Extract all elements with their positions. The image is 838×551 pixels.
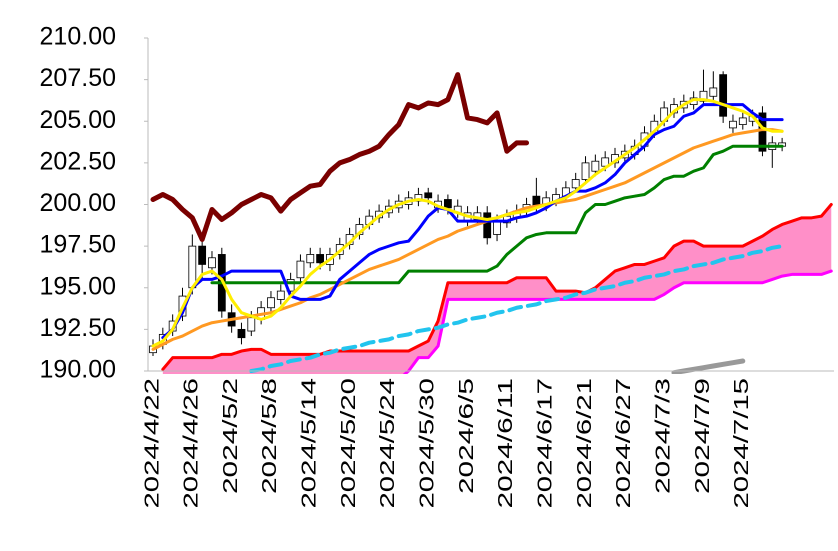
line — [151, 128, 784, 351]
candle-body — [493, 220, 501, 235]
cloud — [162, 204, 832, 374]
candle-body — [709, 87, 718, 97]
line — [150, 72, 530, 242]
candle-body — [276, 290, 285, 300]
y-tick-label: 205.00 — [40, 106, 116, 134]
candle-body — [414, 194, 423, 202]
y-tick-label: 192.50 — [40, 314, 116, 342]
candle-body — [729, 120, 737, 129]
x-tick-label: 2024/5/20 — [338, 378, 360, 509]
candle-body — [591, 160, 600, 172]
candle-body — [758, 112, 767, 152]
x-tick-label: 2024/5/14 — [299, 378, 321, 509]
x-tick-label: 2024/7/3 — [652, 378, 674, 494]
x-tick-label: 2024/6/11 — [495, 378, 517, 509]
x-tick-label: 2024/6/21 — [574, 378, 596, 509]
x-tick-label: 2024/5/24 — [377, 378, 399, 509]
x-tick-label: 2024/6/17 — [534, 378, 556, 509]
y-tick-label: 207.50 — [40, 64, 116, 92]
line — [151, 98, 784, 348]
candle-body — [306, 254, 315, 264]
candle-body — [208, 257, 216, 269]
candle-body — [198, 245, 207, 265]
line — [161, 203, 833, 371]
x-tick-label: 2024/5/2 — [220, 378, 242, 494]
x-tick-label: 2024/6/27 — [613, 378, 635, 509]
candle-body — [316, 254, 325, 264]
x-tick-label: 2024/4/22 — [141, 378, 163, 509]
y-tick-label: 197.50 — [40, 231, 116, 259]
candle-body — [699, 90, 708, 102]
candle-body — [571, 179, 580, 189]
candle-body — [296, 260, 305, 279]
y-tick-label: 202.50 — [40, 147, 116, 175]
x-tick-label: 2024/7/15 — [731, 378, 753, 509]
y-tick-label: 200.00 — [40, 189, 116, 217]
line — [674, 356, 772, 373]
x-tick-label: 2024/7/9 — [692, 378, 714, 494]
y-tick-label: 195.00 — [40, 272, 116, 300]
y-tick-label: 210.00 — [40, 23, 116, 51]
candle-body — [738, 117, 747, 125]
candle-body — [443, 199, 452, 209]
x-tick-label: 2024/5/30 — [417, 378, 439, 509]
y-tick-label: 190.00 — [40, 356, 116, 384]
line — [402, 269, 833, 374]
candle-body — [267, 297, 275, 309]
x-tick-label: 2024/6/5 — [456, 378, 478, 494]
candle-body — [188, 245, 197, 289]
plot-area — [149, 69, 833, 374]
candle-body — [581, 162, 590, 180]
x-tick-label: 2024/4/26 — [181, 378, 203, 509]
line — [249, 244, 785, 373]
candle-body — [483, 212, 492, 239]
x-tick-label: 2024/5/8 — [259, 378, 281, 494]
candle-body — [424, 192, 433, 199]
line — [161, 103, 784, 340]
line — [210, 144, 784, 285]
candle-body — [237, 328, 246, 339]
candle-body — [719, 74, 728, 117]
candle-body — [247, 317, 256, 332]
